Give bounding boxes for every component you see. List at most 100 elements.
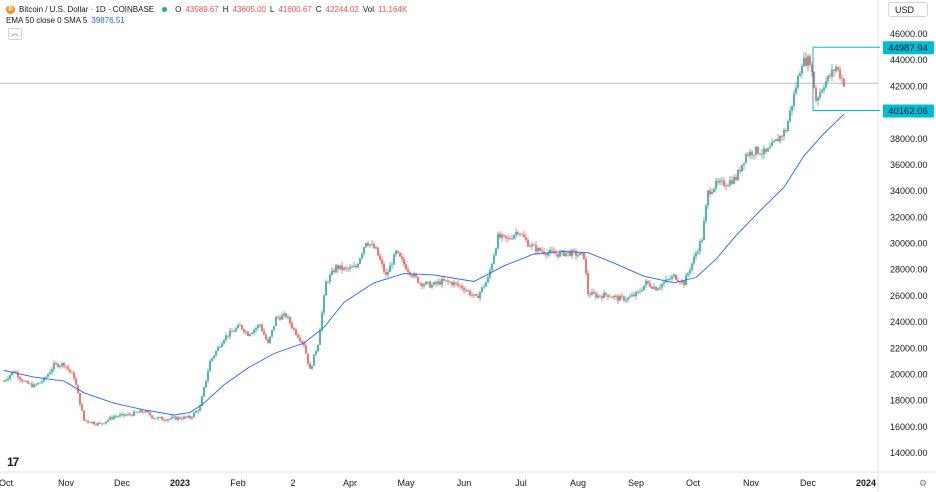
- currency-selector[interactable]: USD: [888, 2, 928, 17]
- candle-body: [719, 180, 721, 183]
- x-tick-label: Oct: [0, 478, 13, 488]
- low-label: L: [269, 4, 275, 14]
- candle-body: [571, 250, 573, 256]
- candle-body: [97, 422, 99, 425]
- candle-body: [407, 269, 409, 272]
- candle-body: [629, 296, 631, 298]
- y-tick-label: 14000.00: [890, 448, 928, 458]
- candle-body: [67, 366, 69, 370]
- ema-label: EMA 50 close 0 SMA 5: [6, 15, 88, 25]
- candle-body: [321, 312, 323, 331]
- candle-body: [735, 177, 737, 180]
- candle-body: [111, 417, 113, 419]
- y-tick-label: 24000.00: [890, 317, 928, 327]
- y-tick-label: 38000.00: [890, 134, 928, 144]
- candle-body: [611, 296, 613, 298]
- candle-body: [559, 251, 561, 257]
- candle-body: [37, 382, 39, 385]
- candle-body: [181, 418, 183, 420]
- candle-body: [393, 254, 395, 265]
- candle-body: [379, 255, 381, 260]
- candle-body: [661, 284, 663, 288]
- candle-body: [699, 241, 701, 252]
- candle-body: [279, 317, 281, 320]
- candle-body: [585, 259, 587, 274]
- candle-body: [705, 205, 707, 222]
- candle-body: [15, 371, 17, 373]
- candle-body: [835, 66, 837, 72]
- candle-body: [23, 381, 25, 383]
- candle-body: [451, 282, 453, 285]
- candle-body: [179, 417, 181, 419]
- candle-body: [773, 140, 775, 143]
- candle-body: [331, 270, 333, 275]
- candle-body: [177, 417, 179, 420]
- candle-body: [79, 392, 81, 405]
- candle-body: [189, 415, 191, 419]
- candle-body: [839, 69, 841, 79]
- candle-body: [691, 263, 693, 270]
- candle-body: [755, 146, 757, 155]
- candle-body: [557, 253, 559, 257]
- candle-body: [57, 363, 59, 367]
- candle-body: [709, 190, 711, 195]
- legend-ema-row[interactable]: EMA 50 close 0 SMA 5 39876.51: [6, 15, 407, 26]
- candle-body: [301, 341, 303, 343]
- candle-body: [751, 151, 753, 156]
- candle-body: [771, 142, 773, 147]
- candle-body: [281, 315, 283, 320]
- candle-body: [337, 265, 339, 270]
- candle-body: [163, 419, 165, 421]
- candle-body: [609, 296, 611, 298]
- candle-body: [311, 365, 313, 369]
- candle-body: [501, 234, 503, 238]
- candle-body: [527, 240, 529, 247]
- candle-body: [599, 295, 601, 297]
- market-status-icon: [162, 7, 168, 12]
- candle-body: [739, 170, 741, 172]
- candle-body: [669, 279, 671, 280]
- candle-body: [581, 253, 583, 254]
- candle-body: [625, 299, 627, 301]
- volume-value: 11.164K: [378, 4, 408, 14]
- candle-body: [727, 185, 729, 187]
- legend-collapse-button[interactable]: ︿: [8, 28, 22, 40]
- candle-body: [703, 221, 705, 240]
- candle-body: [769, 146, 771, 149]
- candle-body: [499, 233, 501, 238]
- candle-body: [305, 345, 307, 354]
- chart-legend: ₿ Bitcoin / U.S. Dollar · 1D · COINBASE …: [6, 4, 407, 26]
- candle-body: [5, 379, 7, 382]
- candle-body: [713, 188, 715, 192]
- candle-body: [143, 412, 145, 413]
- candle-body: [545, 253, 547, 256]
- candle-body: [371, 244, 373, 245]
- candle-body: [519, 233, 521, 235]
- candle-body: [347, 268, 349, 270]
- x-tick-label: 2024: [856, 478, 876, 488]
- y-tick-label: 20000.00: [890, 369, 928, 379]
- candle-body: [737, 170, 739, 180]
- candle-body: [507, 237, 509, 239]
- candle-body: [233, 331, 235, 333]
- candle-body: [441, 278, 443, 285]
- symbol-title[interactable]: Bitcoin / U.S. Dollar · 1D · COINBASE: [19, 4, 155, 14]
- candle-body: [723, 180, 725, 186]
- candle-body: [817, 97, 819, 101]
- candle-body: [237, 325, 239, 329]
- candle-body: [801, 66, 803, 74]
- candle-body: [11, 371, 13, 376]
- candle-body: [253, 329, 255, 333]
- candle-body: [277, 316, 279, 318]
- candle-body: [355, 265, 357, 268]
- y-tick-label: 16000.00: [890, 422, 928, 432]
- ema-value: 39876.51: [91, 15, 125, 25]
- candle-body: [765, 148, 767, 152]
- candle-body: [353, 265, 355, 267]
- candle-body: [101, 423, 103, 425]
- candle-body: [779, 135, 781, 142]
- candle-body: [601, 296, 603, 299]
- candle-body: [65, 366, 67, 368]
- candle-body: [523, 234, 525, 238]
